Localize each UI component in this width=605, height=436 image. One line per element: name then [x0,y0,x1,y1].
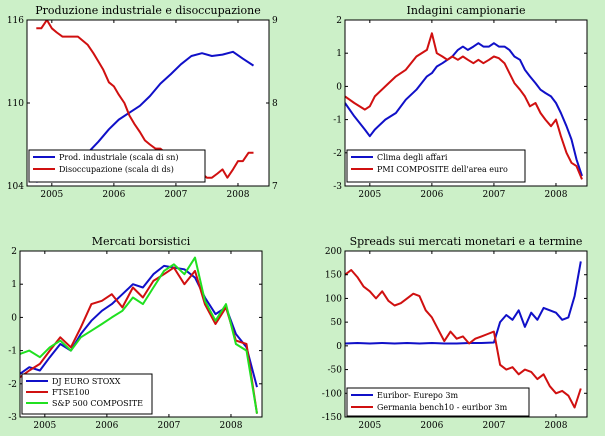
y-tick-label: 116 [7,16,24,26]
y-tick-label: 104 [7,182,24,192]
x-tick-label: 2006 [420,190,443,200]
y-tick-label: 0 [336,342,342,352]
series-line-2 [20,266,258,414]
y-tick-label: -3 [333,182,342,192]
x-tick-label: 2005 [358,190,381,200]
y-tick-label: -3 [8,413,17,423]
y-tick-label: 110 [7,99,24,109]
legend-label-1: Prod. industriale (scala di sn) [59,153,178,162]
legend-box [346,149,526,183]
y-tick-label: -100 [322,389,342,399]
chart-title: Indagini campionarie [407,4,526,17]
x-tick-label: 2007 [164,190,187,200]
legend: DJ EURO STOXX FTSE100 S&P 500 COMPOSITE [21,373,153,415]
y-tick-label: 50 [331,318,343,328]
chart-panel-2: Indagini campionarie -3 -2 -1 0 1 2 2005 2006 200… [333,4,588,200]
y-tick-label: -2 [8,380,17,390]
x-tick-label: 2008 [220,421,243,431]
y-tick-label: -50 [328,366,343,376]
y-tick-label: 1 [336,49,342,59]
chart-title: Spreads sui mercati monetari e a termine [350,235,583,248]
y-right-tick-label: 8 [272,99,278,109]
y-right-tick-label: 9 [272,16,278,26]
legend-label-2: PMI COMPOSITE dell'area euro [377,165,508,174]
y-tick-label: 0 [336,82,342,92]
plot-frame [19,250,263,418]
series-line-1 [345,42,583,177]
chart-panel-4: Spreads sui mercati monetari e a termine… [322,235,588,431]
y-tick-label: 1 [11,280,17,290]
chart-title: Mercati borsistici [92,235,191,248]
legend: Clima degli affari PMI COMPOSITE dell'are… [346,149,526,183]
series-line-2 [345,32,583,180]
chart-title: Produzione industriale e disoccupazione [35,4,260,17]
x-tick-label: 2006 [420,421,443,431]
legend-label-1: Clima degli affari [377,153,448,162]
x-tick-label: 2008 [227,190,250,200]
chart-panel-3: Mercati borsistici -3 -2 -1 0 1 2 2005 2006 2007 2… [8,235,263,431]
y-tick-label: -2 [333,149,342,159]
x-tick-label: 2006 [95,421,118,431]
legend-label-1: Euribor- Eurepo 3m [377,391,459,400]
x-tick-label: 2007 [482,190,505,200]
x-tick-label: 2007 [482,421,505,431]
y-tick-label: 0 [11,313,17,323]
y-tick-label: 2 [11,247,17,257]
x-tick-label: 2008 [545,190,568,200]
plot-frame [344,250,588,418]
legend: Euribor- Eurepo 3m Germania bench10 - eur… [346,387,530,417]
y-tick-label: -1 [333,116,342,126]
x-tick-label: 2005 [33,421,56,431]
series-line-1 [20,264,258,388]
legend-label-3: S&P 500 COMPOSITE [52,399,143,408]
x-tick-label: 2005 [40,190,63,200]
legend-label-2: Disoccupazione (scala di ds) [59,165,174,174]
legend-label-1: DJ EURO STOXX [52,377,121,386]
y-tick-label: 100 [325,294,342,304]
series-line-2 [36,20,254,179]
legend-label-2: FTSE100 [52,388,89,397]
legend-box [346,387,530,417]
x-tick-label: 2005 [358,421,381,431]
y-tick-label: 150 [325,271,342,281]
y-tick-label: 2 [336,16,342,26]
series-line-3 [20,256,258,414]
plot-frame [344,19,588,187]
x-tick-label: 2008 [545,421,568,431]
legend-box [28,149,206,183]
y-tick-label: 200 [325,247,342,257]
legend-label-2: Germania bench10 - euribor 3m [377,403,508,412]
y-right-tick-label: 7 [272,182,278,192]
x-tick-label: 2006 [102,190,125,200]
legend: Prod. industriale (scala di sn) Disoccupa… [28,149,206,183]
x-tick-label: 2007 [157,421,180,431]
chart-panel-1: Produzione industriale e disoccupazione 1… [7,4,278,200]
series-line-2 [345,269,582,409]
series-line-1 [345,261,582,345]
y-tick-label: -1 [8,347,17,357]
y-tick-label: -150 [322,413,342,423]
